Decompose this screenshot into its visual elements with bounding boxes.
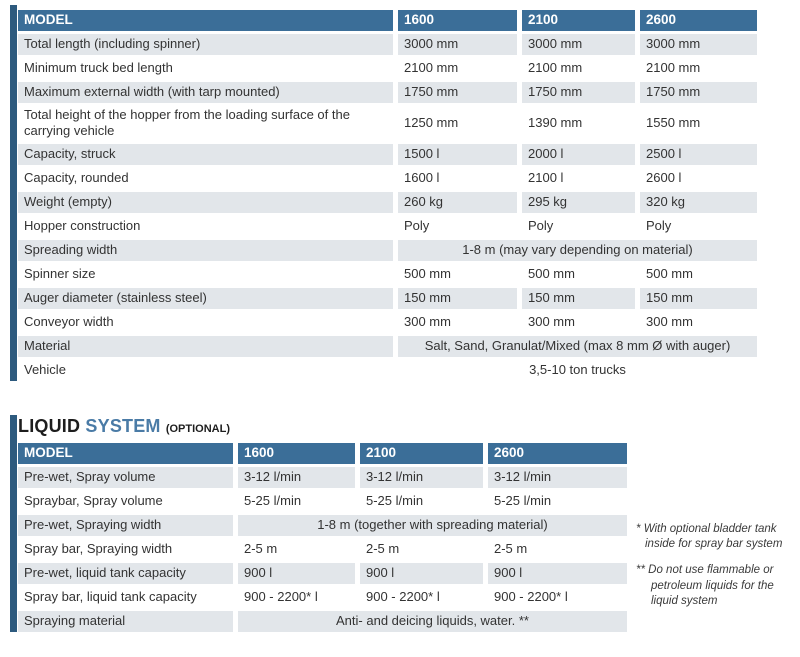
liquid-row-label: Pre-wet, liquid tank capacity — [18, 563, 233, 584]
section-accent-bar — [10, 5, 17, 381]
liquid-cell: 5-25 l/min — [494, 493, 552, 509]
spec-cell: Poly — [404, 217, 430, 233]
spec-cell: 150 mm — [398, 287, 517, 309]
spec-cell: 500 mm — [528, 265, 575, 281]
spec-row-label: Minimum truck bed length — [24, 60, 173, 76]
spec-header-col-2100: 2100 — [522, 10, 635, 31]
spec-cell: 1500 l — [398, 143, 517, 165]
spec-cell: 1390 mm — [528, 115, 583, 131]
footnote-text: With optional bladder tank inside for sp… — [643, 523, 783, 551]
spec-cell: 2100 mm — [528, 60, 583, 76]
spec-cell: 500 mm — [404, 265, 451, 281]
footnote-flammable-warning: ** Do not use flammable or petroleum liq… — [636, 563, 796, 609]
spec-cell: 2500 l — [640, 143, 757, 165]
spec-cell: 300 mm — [528, 313, 575, 329]
spec-cell: Poly — [646, 217, 672, 233]
spec-row-label: Maximum external width (with tarp mounte… — [18, 82, 393, 103]
liquid-cell: 900 - 2200* l — [244, 589, 318, 605]
footnotes: * With optional bladder tank inside for … — [636, 522, 796, 620]
spec-header-model: MODEL — [18, 10, 393, 31]
spec-cell: 2000 l — [522, 143, 635, 165]
spec-cell: 150 mm — [522, 287, 635, 309]
liquid-cell: 2-5 m — [366, 541, 400, 557]
liquid-cell: 3-12 l/min — [360, 467, 483, 488]
spec-cell: 1750 mm — [398, 82, 517, 103]
title-word-liquid: LIQUID — [18, 416, 81, 436]
spec-cell: 1600 l — [404, 169, 440, 185]
liquid-system-section: LIQUID SYSTEM (OPTIONAL) MODEL 1600 2100… — [10, 415, 627, 632]
spec-row-label: Capacity, struck — [18, 143, 393, 165]
spec-cell: 300 mm — [646, 313, 693, 329]
spec-cell: 295 kg — [522, 191, 635, 213]
liquid-cell: 900 l — [360, 563, 483, 584]
spec-cell: 320 kg — [640, 191, 757, 213]
liquid-cell: 900 l — [238, 563, 355, 584]
spec-cell: 3000 mm — [522, 34, 635, 55]
liquid-row-label: Spraybar, Spray volume — [24, 493, 163, 509]
liquid-cell: 900 l — [488, 563, 627, 584]
footnote-marker: * — [636, 523, 641, 535]
spec-cell: 3000 mm — [398, 34, 517, 55]
spec-row-label: Capacity, rounded — [24, 169, 129, 185]
spec-table: MODEL 1600 2100 2600 Total length (inclu… — [18, 10, 757, 381]
liquid-merged-cell: 1-8 m (together with spreading material) — [238, 515, 627, 536]
section-accent-bar — [10, 415, 17, 632]
spec-row-label: Hopper construction — [24, 217, 141, 233]
liquid-cell: 5-25 l/min — [244, 493, 302, 509]
spec-cell: 2100 l — [528, 169, 564, 185]
spec-merged-cell: 1-8 m (may vary depending on material) — [398, 239, 757, 261]
spec-row-label: Total height of the hopper from the load… — [24, 107, 350, 139]
spec-cell: 2100 mm — [646, 60, 701, 76]
spec-row-label: Spreading width — [18, 239, 393, 261]
liquid-header-col-2600: 2600 — [488, 443, 627, 464]
spec-row-label: Conveyor width — [24, 313, 114, 329]
liquid-row-label: Spray bar, Spraying width — [24, 541, 173, 557]
spec-row-label: Vehicle — [24, 361, 66, 377]
liquid-cell: 3-12 l/min — [488, 467, 627, 488]
spec-row-label: Weight (empty) — [18, 191, 393, 213]
spec-cell: 1750 mm — [522, 82, 635, 103]
spec-table-section: MODEL 1600 2100 2600 Total length (inclu… — [10, 5, 757, 381]
liquid-cell: 900 - 2200* l — [494, 589, 568, 605]
spec-cell: 2600 l — [646, 169, 682, 185]
spec-row-label: Total length (including spinner) — [18, 34, 393, 55]
spec-cell: 500 mm — [646, 265, 693, 281]
footnote-marker: ** — [636, 564, 645, 577]
spec-cell: 150 mm — [640, 287, 757, 309]
spec-row-label: Material — [18, 335, 393, 357]
liquid-header-col-2100: 2100 — [360, 443, 483, 464]
spec-row-label: Spinner size — [24, 265, 96, 281]
liquid-row-label: Pre-wet, Spray volume — [18, 467, 233, 488]
liquid-cell: 3-12 l/min — [238, 467, 355, 488]
spec-cell: 1750 mm — [640, 82, 757, 103]
spec-cell: Poly — [528, 217, 554, 233]
spec-cell: 300 mm — [404, 313, 451, 329]
liquid-header-col-1600: 1600 — [238, 443, 355, 464]
liquid-header-model: MODEL — [18, 443, 233, 464]
liquid-cell: 2-5 m — [244, 541, 278, 557]
spec-cell: 260 kg — [398, 191, 517, 213]
liquid-merged-cell: Anti- and deicing liquids, water. ** — [238, 611, 627, 632]
spec-merged-cell: Salt, Sand, Granulat/Mixed (max 8 mm Ø w… — [398, 335, 757, 357]
liquid-table: MODEL 1600 2100 2600 Pre-wet, Spray volu… — [18, 443, 627, 632]
spec-header-col-2600: 2600 — [640, 10, 757, 31]
footnote-bladder-tank: * With optional bladder tank inside for … — [636, 522, 796, 552]
liquid-row-label: Pre-wet, Spraying width — [18, 515, 233, 536]
liquid-cell: 5-25 l/min — [366, 493, 424, 509]
title-suffix-optional: (OPTIONAL) — [165, 423, 230, 435]
spec-cell: 3000 mm — [640, 34, 757, 55]
spec-cell: 1550 mm — [646, 115, 701, 131]
spec-cell: 2100 mm — [404, 60, 459, 76]
liquid-row-label: Spray bar, liquid tank capacity — [24, 589, 197, 605]
title-word-system: SYSTEM — [85, 416, 161, 436]
spec-cell: 1250 mm — [404, 115, 459, 131]
liquid-row-label: Spraying material — [18, 611, 233, 632]
liquid-cell: 2-5 m — [494, 541, 528, 557]
spec-merged-cell: 3,5-10 ton trucks — [529, 361, 626, 377]
footnote-text: Do not use flammable or petroleum liquid… — [648, 564, 774, 607]
spec-row-label: Auger diameter (stainless steel) — [18, 287, 393, 309]
spec-header-col-1600: 1600 — [398, 10, 517, 31]
liquid-cell: 900 - 2200* l — [366, 589, 440, 605]
liquid-system-title: LIQUID SYSTEM (OPTIONAL) — [18, 415, 627, 437]
